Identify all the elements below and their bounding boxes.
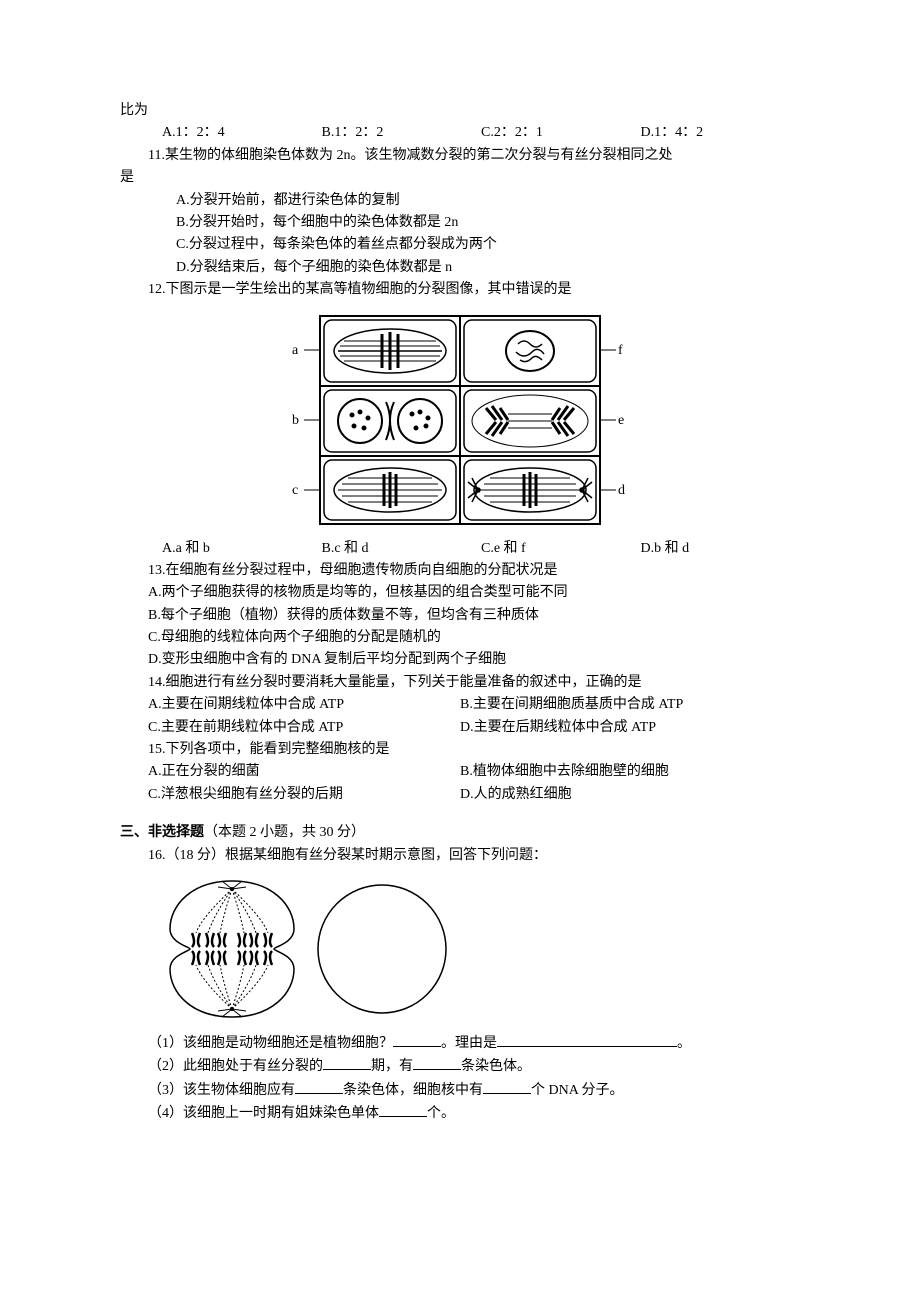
q16-sub2-c: 条染色体。 [461, 1059, 531, 1074]
q16-blank-2a[interactable] [323, 1055, 371, 1070]
q12-label-b: b [292, 413, 299, 428]
q12-stem: 12.下图示是一学生绘出的某高等植物细胞的分裂图像，其中错误的是 [120, 279, 800, 301]
q12-choice-b: B.c 和 d [322, 538, 482, 560]
q16-sub3: （3）该生物体细胞应有 条染色体，细胞核中有 个 DNA 分子。 [120, 1079, 800, 1102]
q11-choice-b: B.分裂开始时，每个细胞中的染色体数都是 2n [120, 212, 800, 234]
q13-choice-c: C.母细胞的线粒体向两个子细胞的分配是随机的 [120, 627, 800, 649]
q16-sub2-a: （2）此细胞处于有丝分裂的 [148, 1059, 323, 1074]
q11-choice-c: C.分裂过程中，每条染色体的着丝点都分裂成为两个 [120, 234, 800, 256]
q16-blank-2b[interactable] [413, 1055, 461, 1070]
section3-title: 三、非选择题 [120, 823, 204, 839]
q16-sub3-a: （3）该生物体细胞应有 [148, 1083, 295, 1098]
q16-sub1: （1）该细胞是动物细胞还是植物细胞？ 。理由是 。 [120, 1032, 800, 1055]
q12-label-a: a [292, 343, 299, 358]
q15-choice-a: A.正在分裂的细菌 [120, 761, 460, 783]
q14-stem: 14.细胞进行有丝分裂时要消耗大量能量，下列关于能量准备的叙述中，正确的是 [120, 672, 800, 694]
q15-choice-d: D.人的成熟红细胞 [460, 784, 800, 806]
q12-choice-a: A.a 和 b [162, 538, 322, 560]
q10-choice-a: A.1：2：4 [162, 122, 322, 144]
q16-stem: 16.（18 分）根据某细胞有丝分裂某时期示意图，回答下列问题： [120, 845, 800, 867]
q11-stem-line1: 11.某生物的体细胞染色体数为 2n。该生物减数分裂的第二次分裂与有丝分裂相同之… [120, 145, 800, 167]
q14-choice-c: C.主要在前期线粒体中合成 ATP [120, 717, 460, 739]
q16-blank-4a[interactable] [379, 1102, 427, 1117]
q16-sub4: （4）该细胞上一时期有姐妹染色单体 个。 [120, 1102, 800, 1125]
q13-stem: 13.在细胞有丝分裂过程中，母细胞遗传物质向自细胞的分配状况是 [120, 560, 800, 582]
q10-choice-c: C.2：2：1 [481, 122, 641, 144]
q10-stem-cont: 比为 [120, 100, 800, 122]
q16-sub1-c: 。 [677, 1036, 691, 1051]
q11-stem-line2: 是 [120, 167, 800, 189]
q16-sub4-b: 个。 [427, 1106, 455, 1121]
q16-sub2: （2）此细胞处于有丝分裂的 期，有 条染色体。 [120, 1055, 800, 1078]
q16-figure-left [162, 877, 302, 1022]
q16-blank-1b[interactable] [497, 1032, 677, 1047]
q16-sub1-b: 。理由是 [441, 1036, 497, 1051]
q14-choice-a: A.主要在间期线粒体中合成 ATP [120, 694, 460, 716]
q12-choice-c: C.e 和 f [481, 538, 641, 560]
q16-figure-right [312, 877, 452, 1022]
q12-figure: a b c f e d [290, 310, 630, 530]
q12-label-c: c [292, 483, 298, 498]
q12-label-e: e [618, 413, 624, 428]
q12-choices: A.a 和 b B.c 和 d C.e 和 f D.b 和 d [162, 538, 800, 560]
q10-choice-d: D.1：4：2 [641, 122, 801, 144]
q16-blank-1a[interactable] [393, 1032, 441, 1047]
q16-figure [162, 877, 800, 1022]
q15-choice-c: C.洋葱根尖细胞有丝分裂的后期 [120, 784, 460, 806]
q16-sub2-b: 期，有 [371, 1059, 413, 1074]
section3-subtitle: （本题 2 小题，共 30 分） [204, 825, 365, 840]
q12-choice-d: D.b 和 d [641, 538, 801, 560]
q13-choice-a: A.两个子细胞获得的核物质是均等的，但核基因的组合类型可能不同 [120, 582, 800, 604]
q16-sub3-b: 条染色体，细胞核中有 [343, 1083, 483, 1098]
q16-sub4-a: （4）该细胞上一时期有姐妹染色单体 [148, 1106, 379, 1121]
q14-choice-b: B.主要在间期细胞质基质中合成 ATP [460, 694, 800, 716]
q13-choice-b: B.每个子细胞（植物）获得的质体数量不等，但均含有三种质体 [120, 605, 800, 627]
q11-choice-d: D.分裂结束后，每个子细胞的染色体数都是 n [120, 257, 800, 279]
q10-choice-b: B.1：2：2 [322, 122, 482, 144]
q11-choice-a: A.分裂开始前，都进行染色体的复制 [120, 190, 800, 212]
q15-choice-b: B.植物体细胞中去除细胞壁的细胞 [460, 761, 800, 783]
q12-label-f: f [618, 343, 623, 358]
q16-blank-3a[interactable] [295, 1079, 343, 1094]
q15-stem: 15.下列各项中，能看到完整细胞核的是 [120, 739, 800, 761]
q13-choice-d: D.变形虫细胞中含有的 DNA 复制后平均分配到两个子细胞 [120, 649, 800, 671]
q16-blank-3b[interactable] [483, 1079, 531, 1094]
section3-heading: 三、非选择题（本题 2 小题，共 30 分） [120, 820, 800, 844]
q16-sub1-a: （1）该细胞是动物细胞还是植物细胞？ [148, 1036, 393, 1051]
q10-choices: A.1：2：4 B.1：2：2 C.2：2：1 D.1：4：2 [162, 122, 800, 144]
q14-choice-d: D.主要在后期线粒体中合成 ATP [460, 717, 800, 739]
q12-label-d: d [618, 483, 625, 498]
q16-sub3-c: 个 DNA 分子。 [531, 1083, 624, 1098]
